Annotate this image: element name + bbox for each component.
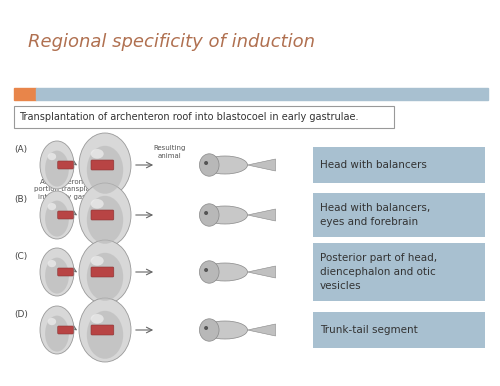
Polygon shape: [248, 324, 276, 336]
Circle shape: [204, 211, 208, 215]
FancyBboxPatch shape: [313, 243, 485, 301]
Ellipse shape: [200, 154, 219, 176]
Ellipse shape: [90, 314, 104, 323]
Ellipse shape: [200, 261, 219, 283]
FancyBboxPatch shape: [313, 147, 485, 183]
Ellipse shape: [45, 257, 69, 294]
Polygon shape: [248, 209, 276, 221]
Ellipse shape: [48, 153, 56, 160]
Ellipse shape: [79, 298, 131, 362]
FancyBboxPatch shape: [14, 106, 394, 128]
Text: Posterior part of head,
diencephalon and otic
vesicles: Posterior part of head, diencephalon and…: [320, 253, 437, 291]
Text: Transplantation of archenteron roof into blastocoel in early gastrulae.: Transplantation of archenteron roof into…: [19, 112, 358, 122]
Ellipse shape: [45, 201, 69, 237]
Ellipse shape: [48, 318, 56, 325]
Text: Resulting
animal: Resulting animal: [154, 145, 186, 159]
Polygon shape: [248, 266, 276, 278]
Ellipse shape: [45, 316, 69, 352]
Ellipse shape: [200, 319, 219, 341]
Text: Head with balancers,
eyes and forebrain: Head with balancers, eyes and forebrain: [320, 203, 430, 227]
FancyBboxPatch shape: [313, 193, 485, 237]
Ellipse shape: [48, 260, 56, 267]
Ellipse shape: [45, 151, 69, 186]
Ellipse shape: [79, 240, 131, 304]
Ellipse shape: [40, 141, 74, 189]
Text: (B): (B): [14, 195, 27, 204]
Ellipse shape: [202, 156, 248, 174]
Text: (D): (D): [14, 310, 28, 319]
FancyBboxPatch shape: [91, 267, 114, 277]
Ellipse shape: [79, 183, 131, 247]
Ellipse shape: [79, 133, 131, 197]
Ellipse shape: [87, 146, 123, 194]
FancyBboxPatch shape: [58, 211, 74, 219]
Ellipse shape: [87, 253, 123, 301]
Bar: [36, 88, 488, 100]
Ellipse shape: [202, 263, 248, 281]
Text: Trunk-tail segment: Trunk-tail segment: [320, 325, 418, 335]
Text: Head with balancers: Head with balancers: [320, 160, 427, 170]
Ellipse shape: [90, 149, 104, 159]
Ellipse shape: [40, 248, 74, 296]
FancyBboxPatch shape: [91, 210, 114, 220]
Ellipse shape: [40, 191, 74, 239]
FancyBboxPatch shape: [91, 160, 114, 170]
Text: Archenteron roof
portion transplanted
into early gastrula: Archenteron roof portion transplanted in…: [34, 179, 106, 200]
FancyBboxPatch shape: [58, 268, 74, 276]
Ellipse shape: [87, 196, 123, 244]
FancyBboxPatch shape: [58, 161, 74, 169]
Circle shape: [204, 326, 208, 330]
FancyBboxPatch shape: [91, 325, 114, 335]
FancyBboxPatch shape: [313, 312, 485, 348]
Circle shape: [204, 268, 208, 272]
Ellipse shape: [202, 321, 248, 339]
Ellipse shape: [40, 306, 74, 354]
Ellipse shape: [87, 311, 123, 359]
Text: Regional specificity of induction: Regional specificity of induction: [28, 33, 315, 51]
Polygon shape: [248, 159, 276, 171]
Ellipse shape: [48, 203, 56, 210]
Ellipse shape: [202, 206, 248, 224]
FancyBboxPatch shape: [58, 326, 74, 334]
Ellipse shape: [90, 256, 104, 266]
Text: (A): (A): [14, 145, 27, 154]
Ellipse shape: [200, 204, 219, 226]
Circle shape: [204, 161, 208, 165]
Bar: [14, 88, 36, 100]
Ellipse shape: [90, 199, 104, 208]
Text: (C): (C): [14, 252, 27, 261]
